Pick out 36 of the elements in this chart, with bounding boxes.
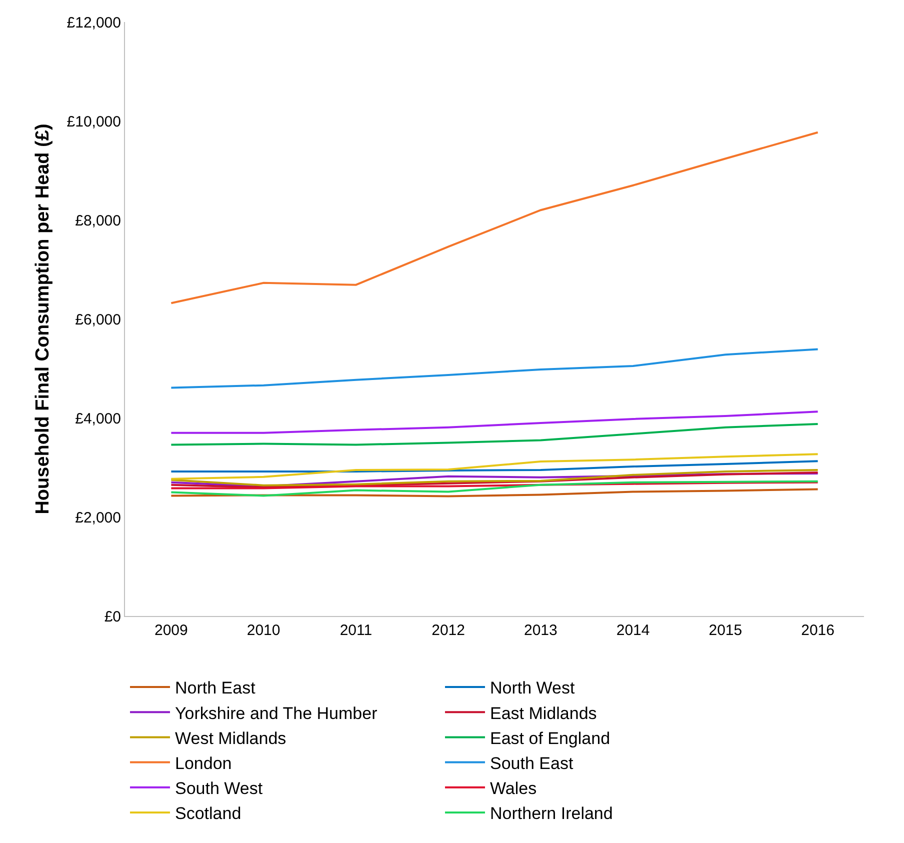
- line-series: [170, 131, 819, 304]
- line-series: [170, 480, 819, 497]
- legend-label: Northern Ireland: [490, 804, 613, 824]
- legend-label: Yorkshire and The Humber: [175, 704, 378, 723]
- x-tick-label: 2016: [801, 622, 834, 639]
- x-tick-label: 2015: [708, 622, 742, 639]
- legend-label: South East: [490, 754, 574, 773]
- legend-label: London: [175, 754, 232, 773]
- legend-label: East Midlands: [490, 704, 597, 723]
- y-tick-label: £8,000: [75, 212, 121, 230]
- legend-label: North West: [490, 678, 575, 698]
- line-series: [170, 488, 819, 498]
- legend-label: Scotland: [175, 804, 242, 824]
- y-tick-label: £4,000: [75, 410, 121, 428]
- legend-label: North East: [175, 678, 256, 698]
- y-tick-label: £10,000: [66, 113, 121, 130]
- x-tick-label: 2009: [154, 622, 188, 639]
- legend-label: West Midlands: [175, 728, 286, 748]
- line-series: [170, 460, 819, 472]
- x-tick-label: 2011: [340, 622, 372, 639]
- x-tick-label: 2014: [616, 622, 650, 639]
- line-series: [170, 422, 819, 446]
- y-tick-label: £0: [104, 608, 121, 626]
- y-axis-title: Household Final Consumption per Head (£): [32, 124, 54, 514]
- legend-label: East of England: [490, 728, 610, 748]
- line-series: [170, 348, 819, 389]
- y-tick-label: £2,000: [75, 509, 121, 526]
- legend-label: South West: [175, 779, 263, 798]
- line-series: [170, 453, 819, 480]
- y-tick-label: £6,000: [75, 311, 121, 328]
- legend-label: Wales: [490, 779, 537, 798]
- y-tick-label: £12,000: [66, 14, 121, 32]
- x-tick-label: 2012: [432, 622, 465, 639]
- x-tick-label: 2013: [524, 622, 558, 639]
- x-tick-label: 2010: [246, 622, 280, 639]
- line-series: [170, 410, 819, 434]
